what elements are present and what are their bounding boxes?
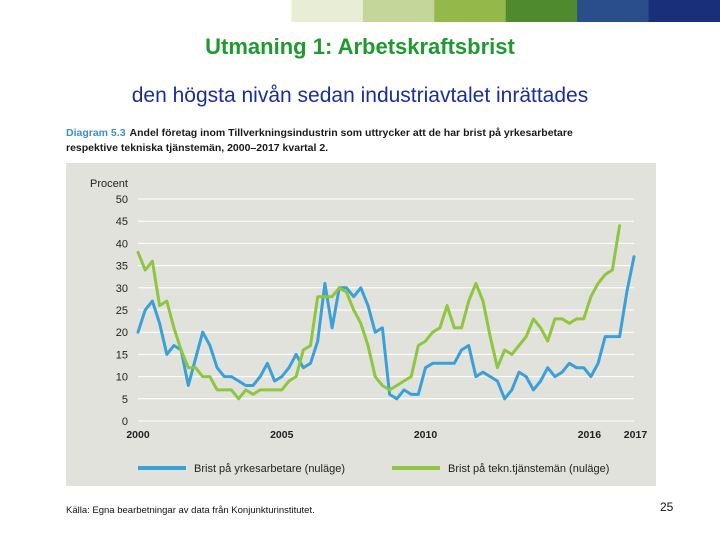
slide-subtitle: den högsta nivån sedan industriavtalet i… <box>131 84 589 107</box>
legend-label: Brist på tekn.tjänstemän (nuläge) <box>448 463 609 475</box>
banner-segment <box>577 0 650 22</box>
y-tick-label: 15 <box>116 349 128 361</box>
x-tick-labels: 2000 2005 2010 2016 2017 <box>126 429 647 441</box>
series-line-tekn-tjanstemen <box>136 224 622 401</box>
y-tick-label: 20 <box>116 327 128 339</box>
x-tick-label: 2005 <box>270 429 294 441</box>
y-tick-label: 35 <box>116 261 128 273</box>
source-note: Källa: Egna bearbetningar av data från K… <box>66 505 315 516</box>
y-tick-label: 40 <box>116 238 128 250</box>
chart-area: Procent 0 5 10 15 20 25 30 35 40 45 50 2000 2005 201… <box>66 163 656 486</box>
diagram-caption: Diagram 5.3 Andel företag inom Tillverkni… <box>66 126 656 156</box>
banner-segment <box>220 0 292 22</box>
x-tick-label: 2010 <box>414 429 438 441</box>
legend-label: Brist på yrkesarbetare (nuläge) <box>194 463 345 475</box>
y-axis-label: Procent <box>90 178 128 190</box>
slide-title: Utmaning 1: Arbetskraftsbrist <box>205 34 515 59</box>
banner-segment <box>362 0 435 22</box>
decorative-banner <box>220 0 720 22</box>
banner-segment <box>291 0 364 22</box>
page-number: 25 <box>660 500 674 514</box>
data-series <box>136 224 636 401</box>
y-tick-label: 45 <box>116 216 128 228</box>
y-tick-labels: 0 5 10 15 20 25 30 35 40 45 50 <box>116 194 128 428</box>
y-gridlines <box>138 198 634 422</box>
line-chart: Procent 0 5 10 15 20 25 30 35 40 45 50 2000 2005 201… <box>90 178 647 475</box>
legend: Brist på yrkesarbetare (nuläge) Brist på … <box>138 463 609 475</box>
y-tick-label: 10 <box>116 372 128 384</box>
banner-gradient <box>220 0 720 22</box>
diagram-title-line-2: respektive tekniska tjänstemän, 2000–201… <box>66 142 329 154</box>
series-line-yrkesarbetare <box>136 255 636 401</box>
banner-segment <box>434 0 507 22</box>
banner-segment <box>505 0 578 22</box>
diagram-title-line-1: Diagram 5.3 Andel företag inom Tillverkni… <box>66 126 656 141</box>
y-tick-label: 25 <box>116 305 128 317</box>
y-tick-label: 5 <box>122 394 128 406</box>
diagram-label: Diagram 5.3 <box>66 127 126 139</box>
x-tick-label: 2016 <box>578 429 602 441</box>
y-tick-label: 30 <box>116 283 128 295</box>
y-tick-label: 0 <box>122 416 128 428</box>
diagram-title-text: Andel företag inom Tillverkningsindustri… <box>129 127 573 139</box>
x-tick-label: 2000 <box>126 429 150 441</box>
x-tick-label: 2017 <box>624 429 648 441</box>
y-tick-label: 50 <box>116 194 128 206</box>
banner-segment <box>648 0 720 22</box>
